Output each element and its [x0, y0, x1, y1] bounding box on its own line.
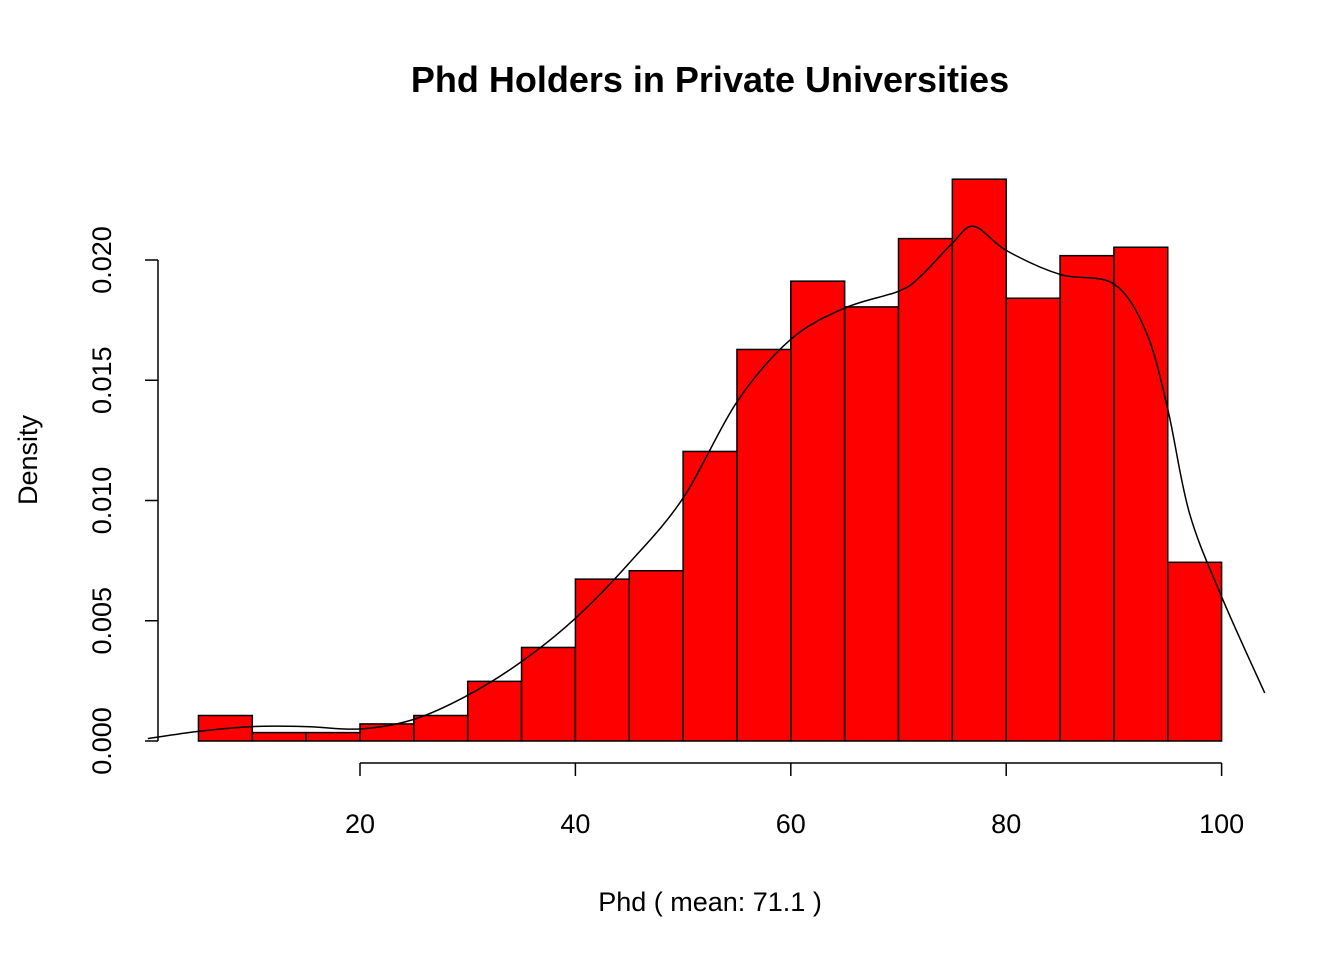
- histogram-bar-11: [790, 280, 846, 742]
- histogram-bar-13: [897, 237, 954, 742]
- histogram-bar-15: [1005, 297, 1061, 742]
- histogram-bar-10: [736, 348, 792, 742]
- histogram-bar-6: [520, 646, 577, 742]
- density-curve-layer: [147, 225, 1266, 740]
- bars-layer: [197, 178, 1223, 742]
- histogram-bar-12: [843, 306, 900, 742]
- y-axis-label: Density: [13, 414, 43, 505]
- x-tick-label: 100: [1199, 809, 1244, 839]
- histogram-bar-7: [574, 578, 631, 742]
- y-tick-label: 0.005: [87, 587, 117, 655]
- histogram-bar-2: [305, 731, 361, 742]
- histogram-bar-9: [682, 450, 738, 742]
- x-tick-label: 20: [345, 809, 375, 839]
- histogram-bar-14: [951, 178, 1007, 742]
- x-tick-label: 40: [560, 809, 590, 839]
- chart-title: Phd Holders in Private Universities: [411, 59, 1009, 100]
- histogram-bar-16: [1059, 254, 1115, 742]
- histogram-bar-17: [1113, 246, 1169, 742]
- histogram-bar-4: [413, 714, 469, 742]
- y-axis: 0.000 0.005 0.010 0.015 0.020: [87, 226, 159, 775]
- y-tick-label: 0.000: [87, 707, 117, 775]
- x-axis: 20 40 60 80 100: [345, 762, 1244, 839]
- y-tick-label: 0.020: [87, 226, 117, 294]
- x-axis-label: Phd ( mean: 71.1 ): [598, 887, 822, 917]
- y-tick-label: 0.015: [87, 346, 117, 414]
- x-tick-label: 80: [991, 809, 1021, 839]
- histogram-bar-5: [466, 680, 523, 742]
- y-tick-label: 0.010: [87, 467, 117, 535]
- histogram-bar-18: [1167, 561, 1223, 742]
- density-curve: [147, 225, 1266, 740]
- histogram-bar-0: [197, 714, 254, 742]
- histogram-bar-1: [251, 731, 307, 742]
- histogram-bar-8: [628, 569, 684, 742]
- x-tick-label: 60: [776, 809, 806, 839]
